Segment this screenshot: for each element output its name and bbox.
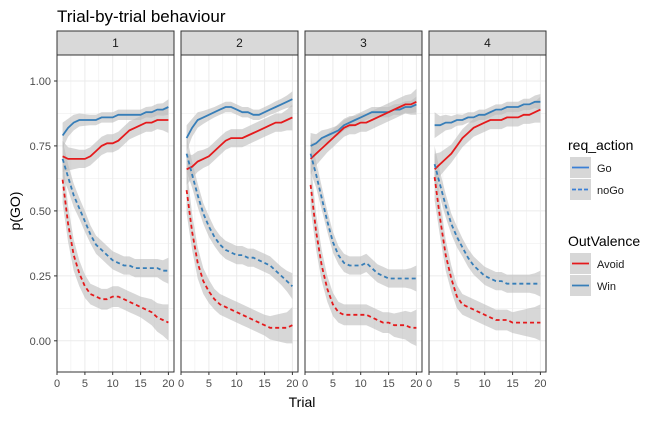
series-line-nogo-avoid xyxy=(185,189,293,329)
series-line-go-win xyxy=(61,106,169,137)
chart-title: Trial-by-trial behaviour xyxy=(57,7,226,26)
confidence-band-nogo-avoid xyxy=(186,166,293,344)
x-tick-label: 0 xyxy=(426,378,432,390)
x-axis-label: Trial xyxy=(289,394,316,410)
panel-border xyxy=(56,54,175,373)
x-tick-label: 10 xyxy=(355,378,367,390)
facet-panel-4: 4 0 5 10 15 20 xyxy=(426,30,547,390)
confidence-band-nogo-win xyxy=(62,140,169,284)
x-tick-label: 20 xyxy=(534,378,546,390)
legend-title: req_action xyxy=(568,137,633,153)
series-line-go-win xyxy=(185,98,293,139)
series-line-nogo-win xyxy=(433,163,541,285)
confidence-band-nogo-avoid xyxy=(310,161,417,346)
confidence-band-nogo-win xyxy=(186,135,293,300)
legend-entry-label: Go xyxy=(597,163,612,175)
x-tick-label: 15 xyxy=(134,378,146,390)
y-tick-label: 1.00 xyxy=(30,76,51,88)
x-tick-label: 5 xyxy=(330,378,336,390)
x-tick-label: 15 xyxy=(506,378,518,390)
series-line-nogo-avoid xyxy=(433,176,541,324)
series-line-nogo-avoid xyxy=(309,184,417,329)
x-tick-label: 0 xyxy=(178,378,184,390)
legend-title: OutValence xyxy=(568,233,640,249)
x-tick-label: 20 xyxy=(162,378,174,390)
panel-border xyxy=(428,54,547,373)
confidence-band-nogo-win xyxy=(310,135,417,292)
x-tick-label: 15 xyxy=(258,378,270,390)
series-line-nogo-avoid xyxy=(61,179,169,324)
facet-strip-label: 1 xyxy=(112,36,119,50)
confidence-band-go-avoid xyxy=(186,104,293,185)
confidence-band-go-avoid xyxy=(310,88,417,175)
x-tick-label: 20 xyxy=(286,378,298,390)
confidence-band-go-win xyxy=(62,99,169,149)
series-line-go-avoid xyxy=(433,108,541,170)
facet-strip xyxy=(56,30,175,56)
facet-strip-label: 3 xyxy=(360,36,367,50)
legend-entry-label: noGo xyxy=(597,185,624,197)
x-tick-label: 10 xyxy=(479,378,491,390)
legend-req-action: req_action Go noGo xyxy=(568,137,633,200)
series-line-go-win xyxy=(434,100,541,127)
series-line-go-avoid xyxy=(186,116,293,171)
facet-panel-3: 3 0 5 10 15 20 xyxy=(302,30,423,390)
legend-outvalence: OutValence Avoid Win xyxy=(568,233,640,296)
series-line-go-avoid xyxy=(309,100,417,160)
x-tick-label: 5 xyxy=(454,378,460,390)
x-tick-label: 20 xyxy=(410,378,422,390)
facet-strip xyxy=(180,30,299,56)
panel-border xyxy=(180,54,299,373)
series-line-nogo-win xyxy=(61,158,169,272)
series-line-go-win xyxy=(310,103,417,147)
x-tick-label: 10 xyxy=(231,378,243,390)
x-tick-label: 5 xyxy=(206,378,212,390)
series-line-nogo-win xyxy=(309,153,417,280)
legend-entry-label: Win xyxy=(597,281,616,293)
series-line-nogo-win xyxy=(185,153,294,287)
facet-panel-2: 20 5 10 15 20 xyxy=(178,30,299,390)
facet-strip-label: 2 xyxy=(236,36,243,50)
legends: req_action Go noGo OutValence Avoid Win xyxy=(568,137,640,296)
confidence-band-go-avoid xyxy=(62,107,169,172)
confidence-band-go-avoid xyxy=(434,96,541,185)
panel-border xyxy=(304,54,423,373)
y-tick-label: 0.25 xyxy=(30,271,51,283)
x-tick-label: 0 xyxy=(54,378,60,390)
facet-panel-1: 10 5 10 15 200.000.250.500.751.00 xyxy=(30,30,175,390)
x-tick-label: 5 xyxy=(82,378,88,390)
x-tick-label: 15 xyxy=(382,378,394,390)
legend-entry-label: Avoid xyxy=(597,259,624,271)
y-axis-label: p(GO) xyxy=(7,192,23,231)
series-line-go-avoid xyxy=(62,119,169,160)
x-tick-label: 10 xyxy=(107,378,119,390)
x-tick-label: 0 xyxy=(302,378,308,390)
y-tick-label: 0.00 xyxy=(30,336,51,348)
facet-strip-label: 4 xyxy=(484,36,491,50)
confidence-band-nogo-win xyxy=(434,145,541,297)
y-tick-label: 0.75 xyxy=(30,141,51,153)
confidence-band-nogo-avoid xyxy=(62,156,169,341)
y-tick-label: 0.50 xyxy=(30,206,51,218)
facet-strip xyxy=(304,30,423,56)
confidence-band-nogo-avoid xyxy=(434,153,541,341)
